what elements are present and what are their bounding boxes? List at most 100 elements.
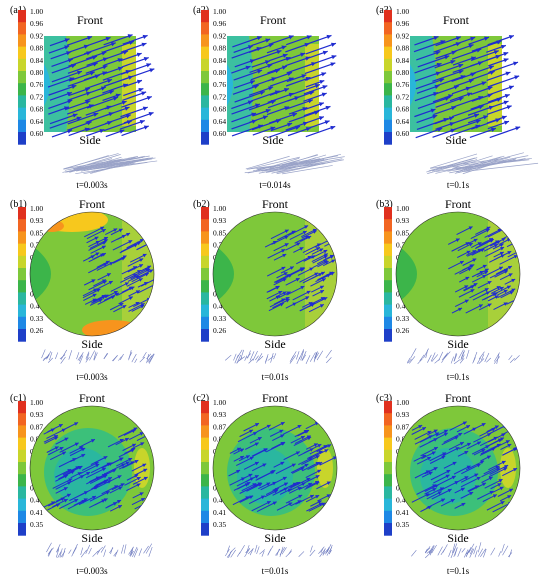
vector-arrowhead (432, 488, 437, 492)
colorbar-swatch (18, 119, 26, 133)
side-streak (478, 358, 485, 364)
vector-arrowhead (136, 52, 142, 57)
side-streak (267, 356, 274, 361)
vector-arrowhead (282, 53, 288, 58)
vector-arrow (435, 97, 464, 108)
colorbar-swatch (384, 510, 392, 524)
vector-arrowhead (504, 93, 510, 99)
colorbar: 1.00 0.96 0.92 0.88 0.84 0.80 0.76 0.72 0.68 0.64… (384, 7, 409, 145)
vector-arrowhead (485, 228, 490, 233)
vector-arrowhead (427, 457, 432, 461)
vector-arrow (417, 55, 450, 68)
vector-arrowhead (439, 78, 445, 83)
colorbar-swatch (384, 58, 392, 72)
vector-arrowhead (64, 437, 69, 442)
vector-arrowhead (482, 482, 487, 487)
side-streak (316, 350, 324, 361)
vector-arrow (460, 476, 481, 488)
time-label: t=0.1s (447, 372, 470, 382)
side-streak (464, 162, 539, 172)
vector-arrowhead (151, 239, 154, 244)
contour-region-high (36, 212, 108, 232)
side-streak (409, 356, 416, 364)
side-streak (245, 155, 290, 170)
vector-arrow (452, 95, 484, 108)
side-view-streaks (41, 349, 155, 364)
vector-arrowhead (443, 429, 448, 434)
colorbar-tick-label: 0.60 (213, 129, 226, 138)
side-streak (478, 548, 484, 557)
vector-arrowhead (308, 302, 313, 306)
side-streak (148, 355, 154, 364)
vector-arrowhead (81, 447, 86, 452)
panel-a2: (a2)1.000.960.920.880.840.800.760.720.68… (193, 5, 345, 190)
vector-arrowhead (295, 125, 301, 130)
side-streak (86, 353, 90, 361)
side-streak (430, 158, 504, 169)
vector-arrow (489, 126, 521, 139)
vector-arrowhead (270, 126, 276, 131)
vector-arrowhead (495, 240, 500, 244)
vector-arrowhead (454, 436, 459, 440)
colorbar-swatch (201, 107, 209, 121)
vector-arrowhead (488, 65, 494, 70)
vector-arrow (433, 42, 461, 53)
colorbar-tick-label: 0.64 (30, 117, 43, 126)
side-streak (270, 353, 274, 363)
vector-arrowhead (436, 62, 442, 67)
side-streak (301, 350, 307, 361)
side-streak (430, 153, 478, 169)
side-streak (274, 153, 342, 171)
vector-arrowhead (307, 255, 312, 260)
colorbar-swatch (384, 34, 392, 48)
vector-arrowhead (430, 108, 436, 113)
domain-outline (212, 405, 338, 531)
vector-arrowhead (435, 71, 441, 76)
colorbar-tick-label: 1.00 (396, 398, 409, 407)
colorbar-swatch (18, 268, 26, 281)
side-streak (246, 545, 250, 554)
vector-arrow (90, 462, 111, 474)
vector-arrowhead (317, 500, 322, 504)
vector-arrowhead (499, 251, 504, 256)
vector-arrowhead (282, 291, 287, 295)
vector-arrowhead (288, 92, 294, 97)
vector-arrowhead (107, 480, 112, 484)
colorbar-swatch (18, 437, 26, 451)
colorbar-swatch (18, 58, 26, 72)
vector-arrow (121, 57, 149, 68)
side-streak (480, 548, 487, 557)
vector-arrowhead (486, 433, 491, 437)
vector-arrowhead (434, 84, 440, 89)
velocity-vectors (447, 226, 520, 314)
vector-arrowhead (294, 96, 300, 101)
vector-arrow (415, 78, 445, 90)
vector-arrowhead (470, 36, 476, 41)
vector-arrowhead (332, 456, 337, 460)
colorbar-swatch (18, 510, 26, 524)
vector-arrowhead (494, 295, 499, 299)
side-label: Side (81, 531, 102, 545)
colorbar-tick-label: 0.87 (396, 422, 409, 431)
vector-arrowhead (432, 484, 437, 488)
side-streak (93, 352, 98, 361)
vector-arrowhead (427, 505, 432, 510)
vector-arrowhead (108, 281, 113, 285)
vector-arrowhead (121, 257, 126, 261)
colorbar-tick-label: 0.48 (213, 496, 226, 505)
colorbar-tick-label: 0.76 (30, 80, 43, 89)
vector-arrow (416, 484, 437, 495)
vector-arrowhead (122, 305, 127, 309)
side-streak (454, 547, 458, 556)
colorbar-swatch (18, 243, 26, 257)
colorbar-swatch (384, 46, 392, 60)
vector-arrowhead (105, 491, 110, 495)
vector-arrowhead (257, 437, 262, 441)
vector-arrowhead (503, 51, 509, 57)
vector-arrowhead (266, 424, 271, 429)
vector-arrowhead (321, 278, 326, 282)
vector-arrowhead (470, 56, 476, 61)
side-streak (298, 551, 305, 557)
vector-arrowhead (135, 275, 140, 280)
vector-arrowhead (117, 58, 123, 63)
